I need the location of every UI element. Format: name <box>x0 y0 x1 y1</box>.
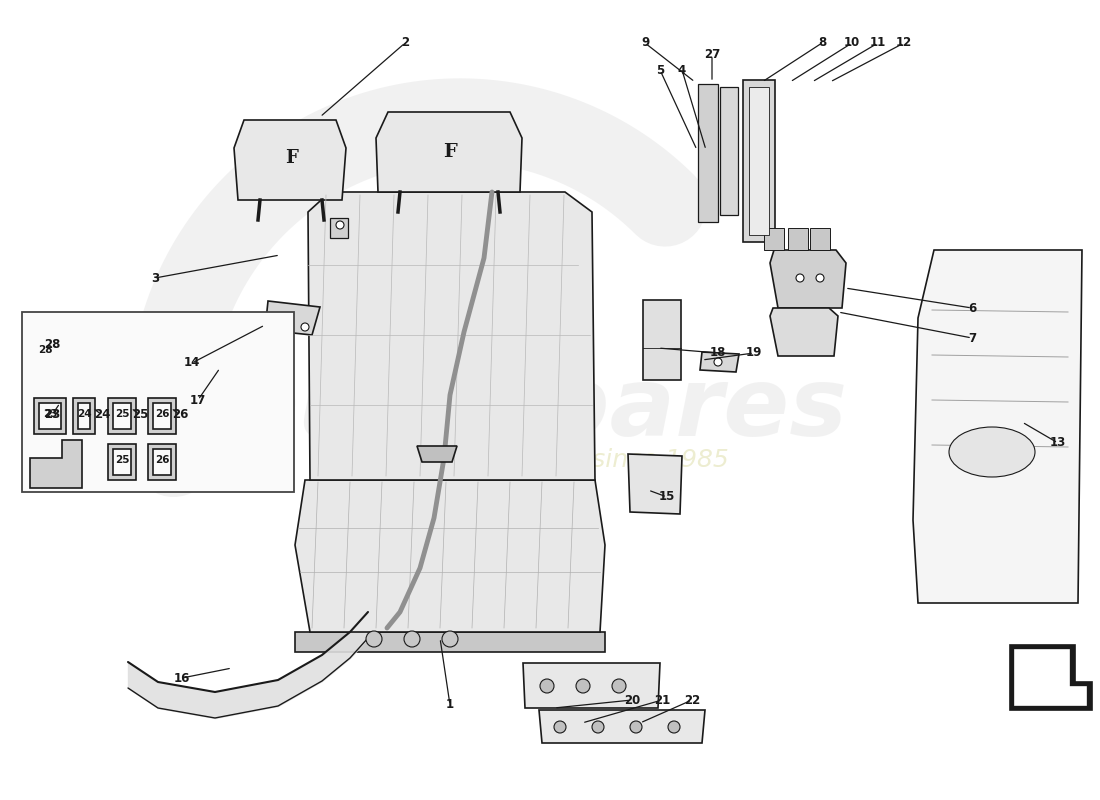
Text: 26: 26 <box>172 409 188 422</box>
Bar <box>330 218 348 238</box>
Bar <box>218 328 246 398</box>
Polygon shape <box>376 112 522 192</box>
Circle shape <box>366 631 382 647</box>
Polygon shape <box>148 398 176 434</box>
Circle shape <box>554 721 566 733</box>
Polygon shape <box>295 480 605 632</box>
Text: 28: 28 <box>37 345 53 355</box>
Text: 10: 10 <box>844 37 860 50</box>
Text: 11: 11 <box>870 37 887 50</box>
Circle shape <box>668 721 680 733</box>
Circle shape <box>301 323 309 331</box>
Bar <box>749 87 769 235</box>
Text: 23: 23 <box>43 409 57 419</box>
Text: 24: 24 <box>77 409 91 419</box>
Polygon shape <box>113 449 131 475</box>
Text: 22: 22 <box>684 694 700 706</box>
Text: 17: 17 <box>190 394 206 406</box>
Polygon shape <box>78 403 90 429</box>
Circle shape <box>576 679 590 693</box>
Text: 24: 24 <box>94 409 110 422</box>
Circle shape <box>336 221 344 229</box>
Polygon shape <box>153 449 170 475</box>
Bar <box>764 228 784 250</box>
Polygon shape <box>234 120 346 200</box>
Text: F: F <box>286 149 298 167</box>
Circle shape <box>612 679 626 693</box>
Polygon shape <box>522 663 660 708</box>
Polygon shape <box>700 352 739 372</box>
Text: 26: 26 <box>155 455 169 465</box>
Bar <box>788 228 808 250</box>
Text: 13: 13 <box>1049 437 1066 450</box>
Polygon shape <box>770 308 838 356</box>
Circle shape <box>816 274 824 282</box>
Polygon shape <box>308 192 595 480</box>
Ellipse shape <box>949 427 1035 477</box>
Text: 12: 12 <box>895 37 912 50</box>
Polygon shape <box>770 250 846 308</box>
Bar <box>644 300 681 380</box>
Text: 25: 25 <box>132 409 148 422</box>
Polygon shape <box>265 301 320 335</box>
Polygon shape <box>539 710 705 743</box>
Text: 9: 9 <box>641 37 649 50</box>
Text: 2: 2 <box>400 37 409 50</box>
Polygon shape <box>108 444 136 480</box>
Text: 26: 26 <box>155 409 169 419</box>
Polygon shape <box>417 446 456 462</box>
Text: 19: 19 <box>746 346 762 359</box>
Text: 16: 16 <box>174 671 190 685</box>
Circle shape <box>540 679 554 693</box>
Circle shape <box>404 631 420 647</box>
Ellipse shape <box>218 392 246 404</box>
Text: 3: 3 <box>151 271 160 285</box>
Text: a passion for parts since 1985: a passion for parts since 1985 <box>351 448 729 472</box>
Circle shape <box>796 274 804 282</box>
Polygon shape <box>113 403 131 429</box>
Bar <box>22 312 294 492</box>
Text: 1: 1 <box>446 698 454 711</box>
Polygon shape <box>34 398 66 434</box>
Polygon shape <box>628 454 682 514</box>
Text: eurospares: eurospares <box>232 363 848 457</box>
Polygon shape <box>108 398 136 434</box>
Circle shape <box>630 721 642 733</box>
Text: 23: 23 <box>44 409 60 422</box>
Text: 27: 27 <box>704 49 720 62</box>
Bar <box>720 87 738 215</box>
Circle shape <box>714 358 722 366</box>
Text: 14: 14 <box>184 357 200 370</box>
Polygon shape <box>913 250 1082 603</box>
Text: 18: 18 <box>710 346 726 359</box>
Text: 7: 7 <box>968 331 976 345</box>
Text: 25: 25 <box>114 409 130 419</box>
Polygon shape <box>153 403 170 429</box>
Polygon shape <box>1015 650 1086 705</box>
Text: 5: 5 <box>656 63 664 77</box>
Polygon shape <box>73 398 95 434</box>
Polygon shape <box>39 403 60 429</box>
Text: 28: 28 <box>44 338 60 351</box>
Polygon shape <box>148 444 176 480</box>
Circle shape <box>592 721 604 733</box>
Text: 6: 6 <box>968 302 976 314</box>
Text: F: F <box>443 143 456 161</box>
Text: 4: 4 <box>678 63 686 77</box>
Text: 8: 8 <box>818 37 826 50</box>
Text: 21: 21 <box>653 694 670 706</box>
Bar <box>742 80 775 242</box>
Bar <box>698 84 718 222</box>
Polygon shape <box>30 440 82 488</box>
Text: 25: 25 <box>114 455 130 465</box>
Circle shape <box>442 631 458 647</box>
Polygon shape <box>1010 645 1092 710</box>
Bar <box>295 632 605 652</box>
Text: 15: 15 <box>659 490 675 503</box>
Text: 20: 20 <box>624 694 640 706</box>
Ellipse shape <box>218 322 246 334</box>
Bar <box>810 228 830 250</box>
